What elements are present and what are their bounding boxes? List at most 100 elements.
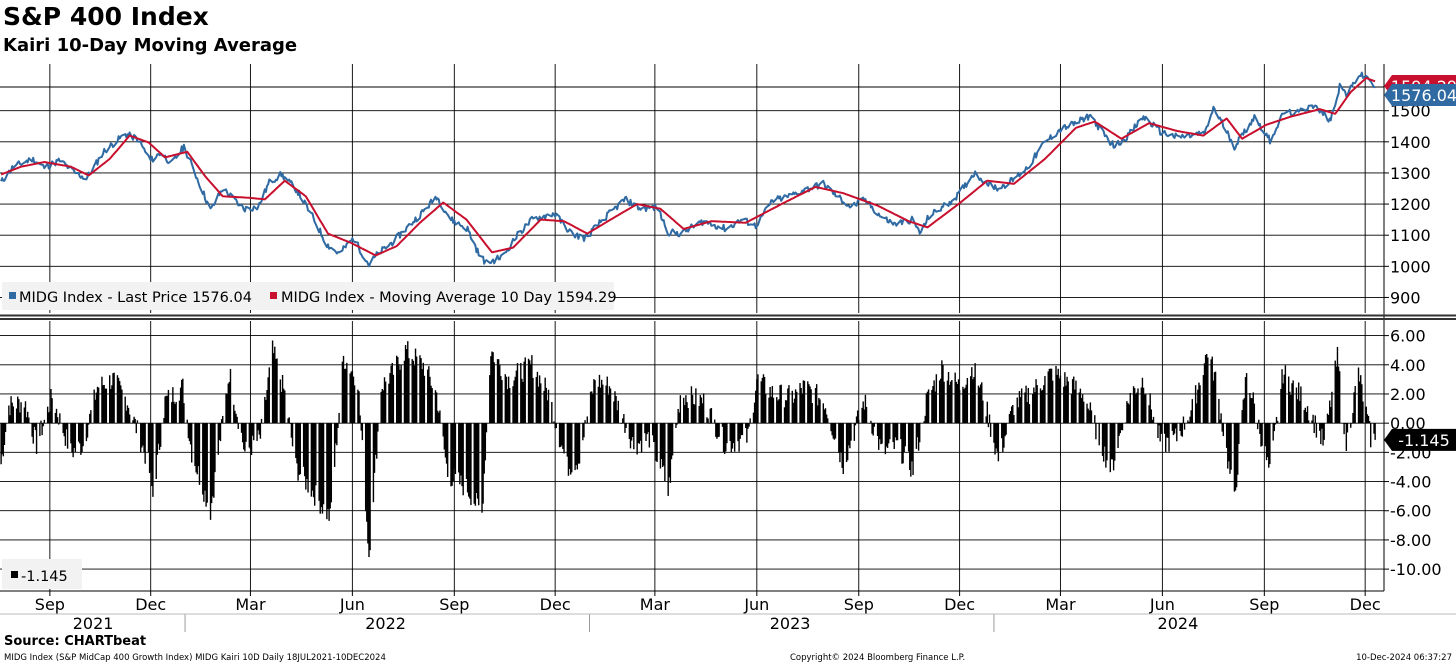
kairi-bar (9, 415, 11, 424)
kairi-bar (1206, 353, 1208, 424)
kairi-bar (803, 380, 806, 424)
kairi-bar (1121, 423, 1124, 431)
kairi-bar (752, 412, 755, 424)
kairi-bar (854, 423, 857, 426)
chart-subtitle: Kairi 10-Day Moving Average (3, 35, 298, 56)
year-label-2: 2023 (770, 614, 811, 633)
kairi-bar (1159, 423, 1161, 442)
kairi-bar (807, 381, 809, 424)
kairi-bar (25, 417, 28, 424)
kairi-bar (436, 410, 439, 424)
kairi-bar (71, 423, 73, 453)
kairi-bar (1202, 375, 1205, 424)
kairi-bar (1191, 399, 1194, 424)
kairi-bar (1315, 423, 1318, 438)
kairi-bar (786, 400, 788, 424)
month-label-0: Sep (35, 595, 65, 614)
kairi-bar (62, 423, 64, 433)
kairi-bar (373, 423, 376, 473)
kairi-bar (1064, 372, 1066, 424)
kairi-bar (950, 381, 952, 424)
kairi-bar (996, 423, 998, 452)
kairi-bar (902, 423, 904, 464)
kairi-bar (1210, 359, 1212, 424)
kairi-bar (700, 397, 703, 424)
kairi-bar (195, 423, 197, 473)
kairi-bar (1104, 423, 1106, 447)
kairi-bar (629, 423, 632, 449)
kairi-bar (755, 390, 757, 424)
kairi-bar (861, 407, 863, 424)
kairi-bar (1150, 409, 1153, 424)
kairi-bar (878, 423, 880, 450)
kairi-bar (65, 423, 68, 430)
kairi-bar (1300, 386, 1302, 424)
kairi-bar (291, 423, 294, 447)
kairi-bar (383, 377, 386, 424)
year-label-1: 2022 (365, 614, 406, 633)
kairi-bar (1008, 414, 1011, 424)
kairi-bar (825, 414, 828, 424)
kairi-bar (764, 393, 767, 424)
axes (0, 64, 1456, 632)
kairi-bar (439, 410, 441, 424)
kairi-bar (4, 423, 7, 432)
kairi-bar (546, 400, 549, 424)
kairi-bar (1197, 389, 1199, 424)
kairi-bar (748, 423, 750, 427)
kairi-bar (336, 423, 338, 446)
kairi-bar (1105, 423, 1107, 468)
kairi-bar (1016, 397, 1018, 424)
kairi-bar (220, 419, 223, 424)
kairi-bar (413, 365, 416, 424)
kairi-bar (1342, 423, 1344, 424)
kairi-bar (202, 423, 204, 495)
kairi-bar (787, 388, 789, 424)
kairi-bar (51, 398, 53, 424)
kairi-bar (218, 423, 221, 440)
kairi-bar (12, 406, 14, 424)
kairi-bar (1264, 423, 1267, 447)
kairi-bar (722, 423, 725, 453)
kairi-bar (817, 405, 819, 424)
kairi-bar (411, 359, 413, 424)
kairi-bar (740, 423, 743, 436)
kairi-bar (1343, 423, 1345, 435)
kairi-bar (871, 423, 873, 434)
kairi-bar (390, 365, 392, 424)
kairi-bar (110, 389, 112, 424)
kairi-bar (979, 384, 982, 424)
kairi-bar (408, 358, 410, 424)
kairi-bar (369, 423, 371, 551)
kairi-bar (412, 360, 415, 424)
kairi-bar (372, 423, 375, 503)
kairi-bar (397, 357, 399, 424)
kairi-bar (367, 423, 369, 544)
legend-swatch-last-price (9, 292, 16, 299)
kairi-bar (520, 362, 522, 424)
kairi-bar (513, 380, 515, 424)
kairi-bar (24, 401, 27, 424)
legend-swatch-moving-average (270, 292, 277, 299)
kairi-bar (958, 390, 961, 424)
kairi-bar (1009, 411, 1012, 424)
kairi-bar (1213, 372, 1216, 424)
kairi-tick-label-3: 0.00 (1390, 414, 1426, 433)
kairi-bar (840, 423, 842, 453)
kairi-bar (1048, 368, 1051, 424)
kairi-bar (1194, 385, 1197, 424)
kairi-bar (304, 423, 306, 477)
kairi-bar (567, 423, 570, 476)
kairi-bar (969, 376, 972, 424)
kairi-bar (1295, 387, 1298, 424)
year-label-3: 2024 (1158, 614, 1199, 633)
kairi-bar (1086, 403, 1088, 424)
kairi-bar (282, 388, 285, 424)
kairi-bar (1337, 366, 1340, 424)
footer-copyright: Copyright© 2024 Bloomberg Finance L.P. (790, 653, 966, 663)
kairi-bar (1149, 393, 1151, 424)
kairi-bar (485, 423, 488, 433)
kairi-bar (1032, 393, 1034, 424)
kairi-bar (341, 361, 344, 424)
kairi-bar (66, 423, 69, 449)
